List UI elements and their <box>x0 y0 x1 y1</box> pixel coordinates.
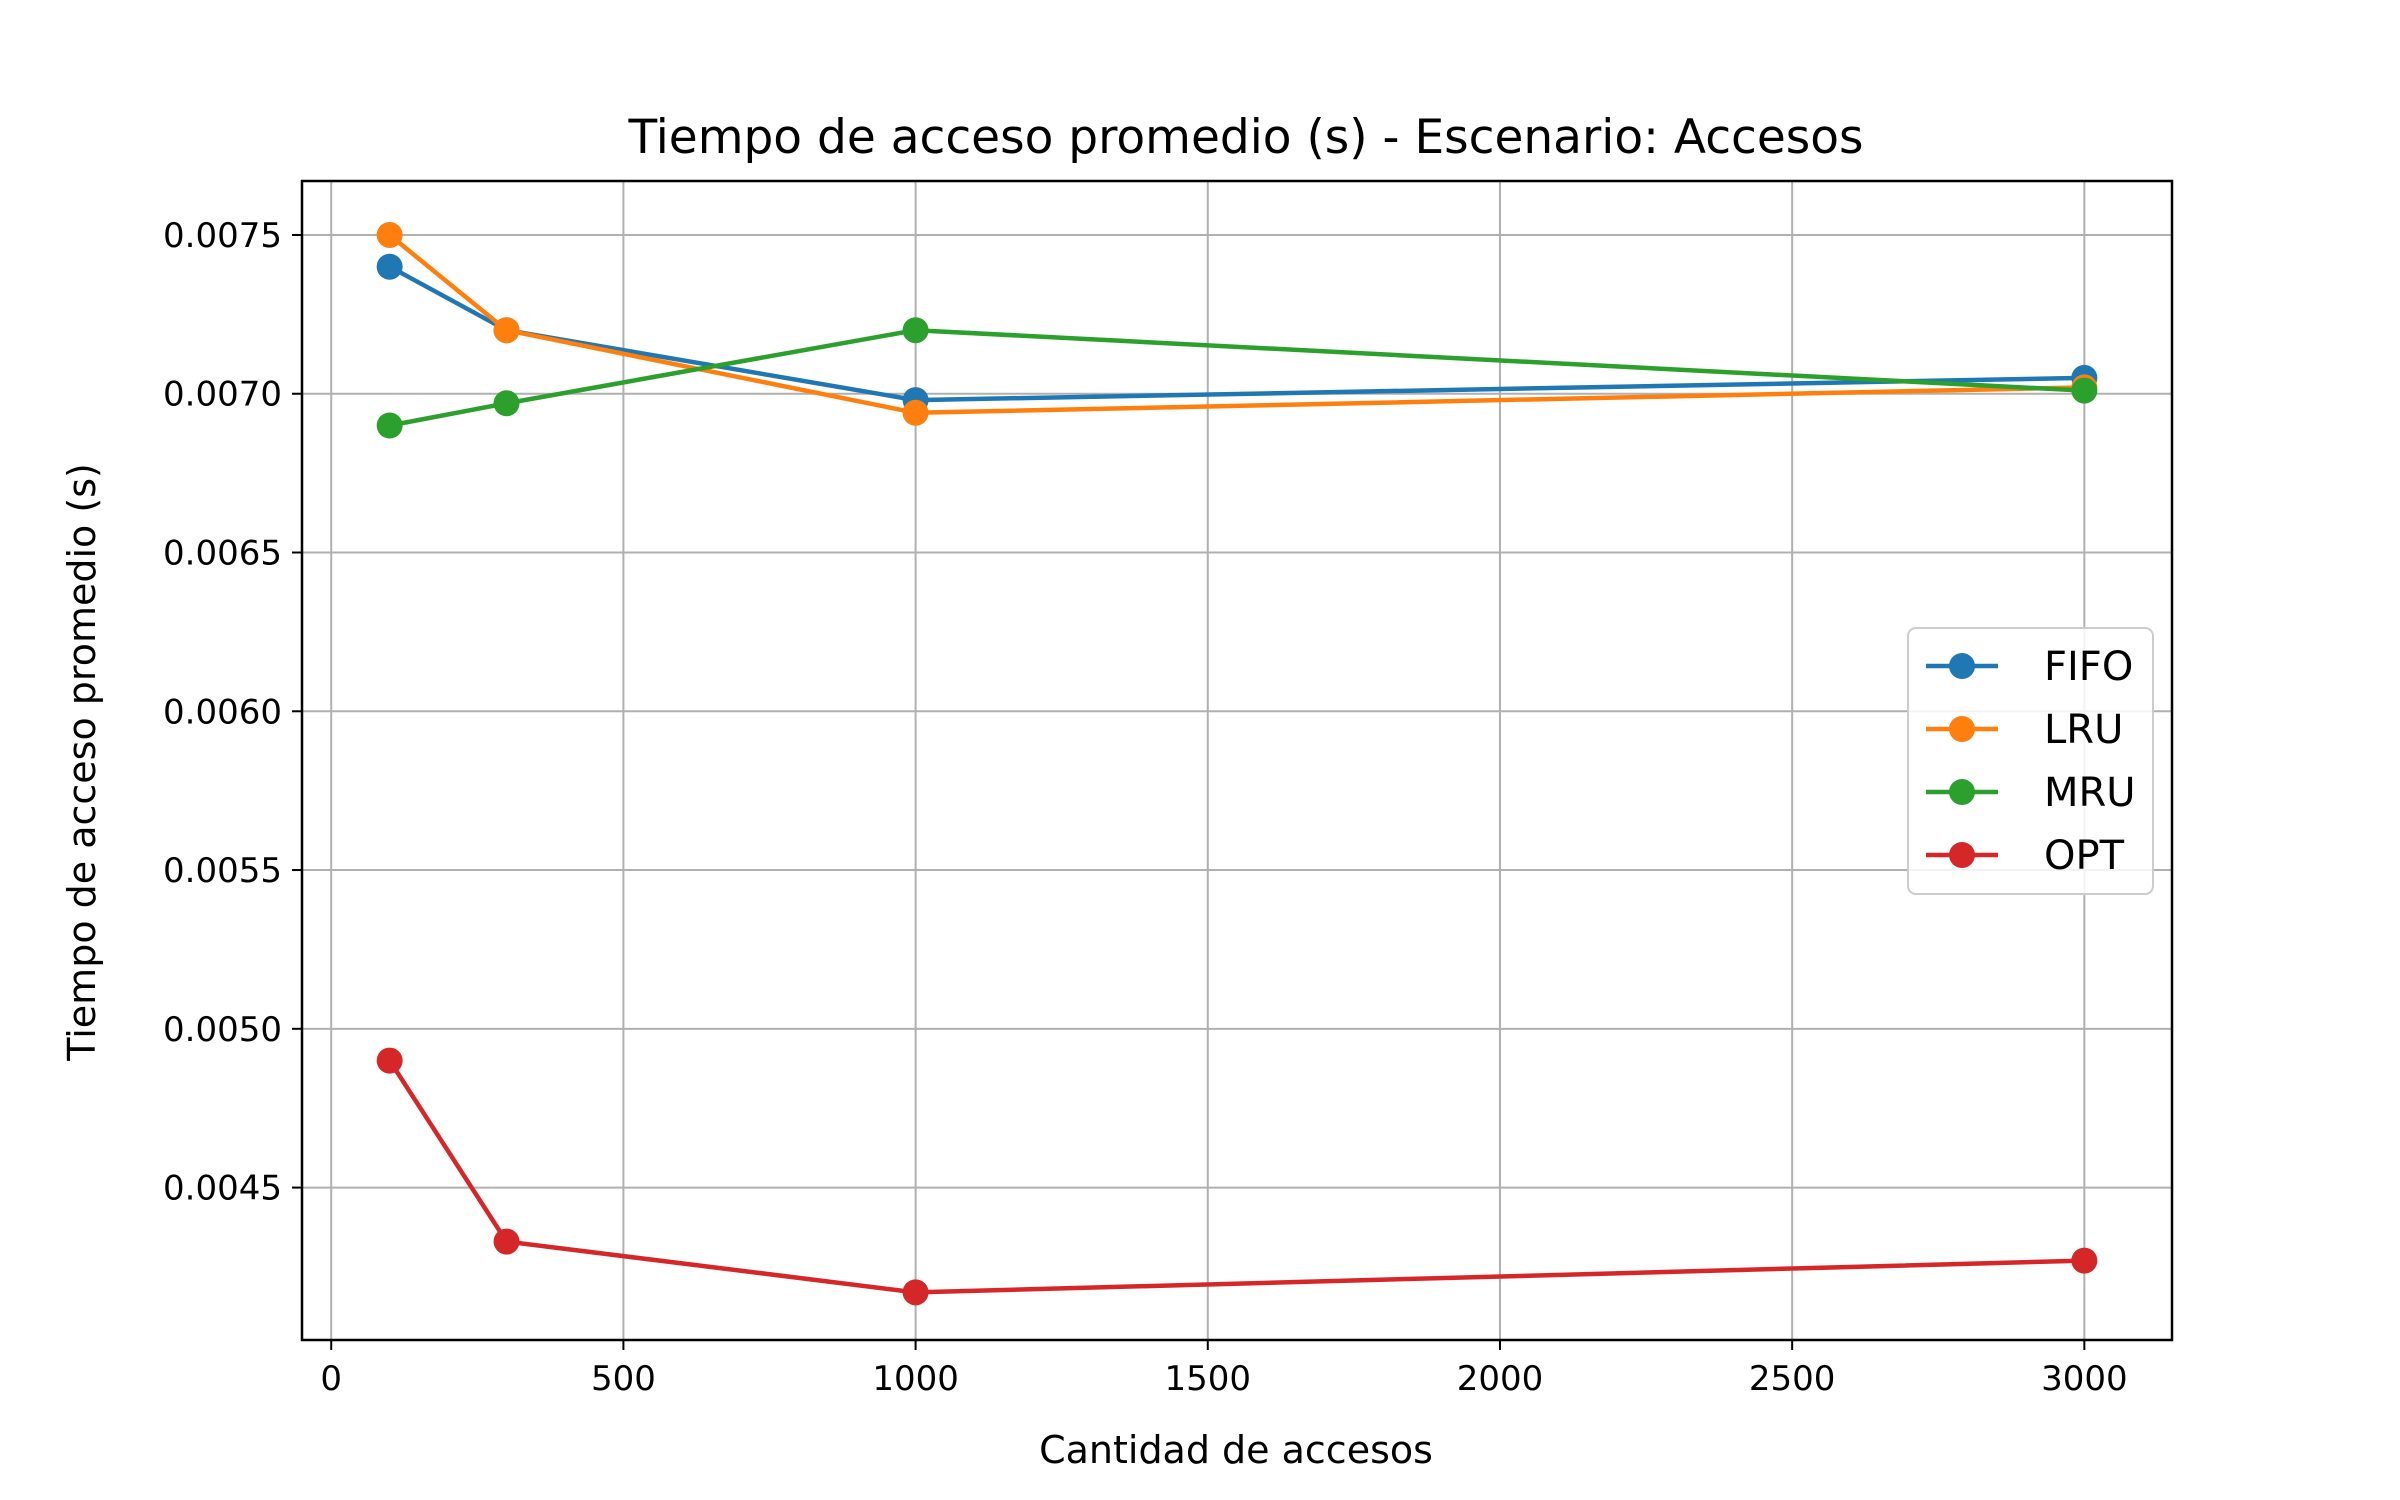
y-tick-label: 0.0075 <box>163 216 282 256</box>
chart-title: Tiempo de acceso promedio (s) - Escenari… <box>627 110 1863 165</box>
x-tick-label: 1500 <box>1165 1359 1252 1399</box>
data-point-lru <box>493 317 520 344</box>
data-point-fifo <box>376 253 403 280</box>
data-point-opt <box>2071 1247 2098 1274</box>
legend-marker <box>1949 842 1975 868</box>
y-tick-label: 0.0045 <box>163 1169 282 1209</box>
legend-marker <box>1949 716 1975 742</box>
data-point-mru <box>2071 377 2098 404</box>
x-tick-label: 1000 <box>872 1359 959 1399</box>
plot-area-frame <box>300 179 2174 1342</box>
x-tick-label: 2000 <box>1457 1359 1544 1399</box>
data-point-mru <box>376 412 403 439</box>
legend-item-opt: OPT <box>1926 833 2125 879</box>
legend-label: LRU <box>2044 707 2123 753</box>
series-line-mru <box>389 327 2085 428</box>
y-tick-label: 0.0070 <box>163 375 282 415</box>
y-tick-label: 0.0050 <box>163 1010 282 1050</box>
x-tick-label: 500 <box>591 1359 656 1399</box>
x-axis-ticks: 0 500 1000 1500 2000 2500 3000 <box>320 1340 2128 1399</box>
y-tick-label: 0.0055 <box>163 851 282 891</box>
series-opt <box>376 1047 2098 1306</box>
legend-item-fifo: FIFO <box>1926 644 2133 690</box>
legend-label: OPT <box>2044 833 2125 879</box>
x-tick-label: 2500 <box>1749 1359 1836 1399</box>
y-tick-label: 0.0065 <box>163 534 282 574</box>
data-point-lru <box>902 399 929 426</box>
legend-label: MRU <box>2044 770 2136 816</box>
series-layer <box>376 221 2098 1306</box>
x-tick-label: 3000 <box>2041 1359 2128 1399</box>
legend-box <box>1907 627 2154 895</box>
data-point-opt <box>376 1047 403 1074</box>
legend-marker <box>1949 653 1975 679</box>
y-axis-label: Tiempo de acceso promedio (s) <box>60 463 104 1062</box>
legend-item-mru: MRU <box>1926 770 2136 816</box>
grid <box>302 181 2172 1340</box>
x-tick-label: 0 <box>320 1359 342 1399</box>
legend-item-lru: LRU <box>1926 707 2123 753</box>
data-point-mru <box>493 390 520 417</box>
data-point-opt <box>902 1279 929 1306</box>
series-lru <box>376 221 2098 426</box>
data-point-mru <box>902 317 929 344</box>
data-point-opt <box>493 1228 520 1255</box>
series-line-lru <box>388 233 2085 416</box>
y-tick-label: 0.0060 <box>163 692 282 732</box>
y-axis-ticks: 0.0045 0.0050 0.0055 0.0060 0.0065 0.0070 0.00… <box>163 216 302 1209</box>
data-point-lru <box>376 221 403 248</box>
legend-label: FIFO <box>2044 644 2133 690</box>
x-axis-label: Cantidad de accesos <box>1039 1428 1433 1472</box>
legend-marker <box>1949 779 1975 805</box>
series-line-opt <box>387 1059 2085 1295</box>
legend: FIFO LRU MRU OPT <box>1907 627 2154 895</box>
series-mru <box>376 317 2098 439</box>
